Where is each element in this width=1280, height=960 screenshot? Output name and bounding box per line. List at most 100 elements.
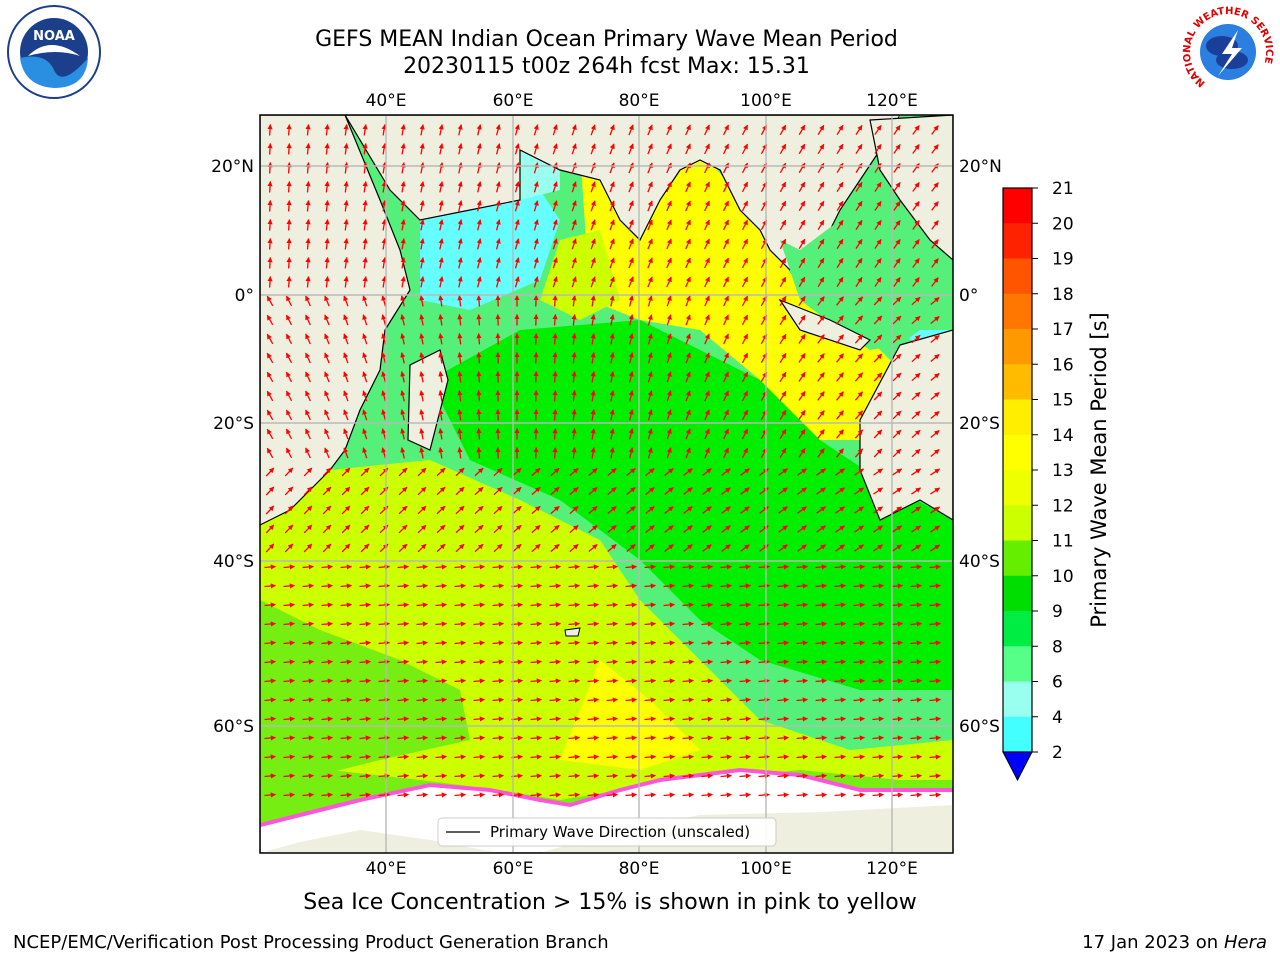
wave-arrow xyxy=(533,124,539,136)
wave-arrow xyxy=(590,257,596,269)
wave-arrow xyxy=(666,276,672,288)
wave-arrow xyxy=(416,640,428,646)
colorbar-block xyxy=(1003,434,1032,471)
wave-arrow xyxy=(741,371,749,383)
wave-arrow xyxy=(571,295,577,307)
wave-arrow xyxy=(285,314,293,326)
wave-arrow xyxy=(324,371,330,383)
wave-arrow xyxy=(666,257,672,269)
wave-arrow xyxy=(873,525,883,533)
wave-arrow xyxy=(609,143,615,155)
colorbar-block xyxy=(1003,611,1032,647)
wave-arrow xyxy=(549,602,561,608)
wave-arrow xyxy=(400,219,406,231)
wave-arrow xyxy=(683,468,693,476)
wave-arrow xyxy=(400,257,406,269)
wave-arrow xyxy=(495,181,501,193)
wave-arrow xyxy=(438,314,444,326)
wave-arrow xyxy=(264,640,276,646)
wave-arrow xyxy=(606,602,618,608)
lon-label: 60°E xyxy=(493,859,534,879)
wave-arrow xyxy=(321,640,333,646)
wave-arrow xyxy=(723,333,729,345)
wave-arrow xyxy=(855,219,863,230)
wave-arrow xyxy=(552,200,558,212)
wave-arrow xyxy=(285,295,293,307)
wave-arrow xyxy=(720,640,732,646)
wave-arrow xyxy=(400,409,406,421)
lon-label: 100°E xyxy=(740,91,792,111)
wave-arrow xyxy=(834,583,846,589)
wave-arrow xyxy=(626,544,636,552)
wave-arrow xyxy=(473,659,485,665)
wave-arrow xyxy=(910,659,922,665)
wave-arrow xyxy=(533,219,539,231)
wave-arrow xyxy=(872,564,884,570)
nws-logo: NATIONAL WEATHER SERVICE xyxy=(1182,6,1274,98)
wave-arrow xyxy=(264,678,276,684)
wave-arrow xyxy=(644,564,656,570)
wave-arrow xyxy=(893,258,901,268)
wave-arrow xyxy=(381,124,387,136)
wave-arrow xyxy=(685,352,691,364)
colorbar-tick-label: 19 xyxy=(1052,250,1074,270)
colorbar-tick-label: 10 xyxy=(1052,567,1074,587)
wave-arrow xyxy=(455,486,465,496)
colorbar-block xyxy=(1003,681,1032,718)
wave-arrow xyxy=(530,640,542,646)
wave-arrow xyxy=(571,333,577,345)
wave-arrow xyxy=(588,543,598,553)
wave-arrow xyxy=(722,143,730,155)
wave-arrow xyxy=(571,162,577,174)
wave-arrow xyxy=(777,583,789,589)
wave-arrow xyxy=(571,276,577,288)
wave-arrow xyxy=(495,200,501,212)
wave-arrow xyxy=(816,487,826,495)
wave-arrow xyxy=(931,125,939,135)
wave-arrow xyxy=(417,467,427,477)
wave-arrow xyxy=(666,371,672,383)
wave-arrow xyxy=(874,125,882,135)
wave-arrow xyxy=(778,544,788,552)
wave-arrow xyxy=(340,640,352,646)
wave-arrow xyxy=(663,564,675,570)
wave-arrow xyxy=(759,487,769,495)
wave-arrow xyxy=(590,143,596,155)
wave-arrow xyxy=(685,276,691,288)
wave-arrow xyxy=(683,506,693,514)
wave-arrow xyxy=(647,143,653,155)
wave-arrow xyxy=(476,276,482,288)
wave-arrow xyxy=(514,257,520,269)
wave-arrow xyxy=(741,428,749,440)
wave-arrow xyxy=(568,621,580,627)
wave-arrow xyxy=(359,583,371,589)
wave-arrow xyxy=(284,543,294,553)
wave-arrow xyxy=(647,295,653,307)
wave-arrow xyxy=(552,238,558,250)
wave-arrow xyxy=(647,257,653,269)
lon-label: 80°E xyxy=(619,859,660,879)
wave-arrow xyxy=(590,124,596,136)
wave-arrow xyxy=(798,315,806,325)
wave-arrow xyxy=(381,276,387,288)
wave-arrow xyxy=(473,564,485,570)
wave-arrow xyxy=(910,602,922,608)
wave-arrow xyxy=(381,314,387,326)
wave-arrow xyxy=(303,486,313,496)
wave-arrow xyxy=(419,371,425,383)
wave-arrow xyxy=(723,447,729,459)
wave-arrow xyxy=(324,143,330,155)
wave-arrow xyxy=(590,409,596,421)
wave-arrow xyxy=(416,602,428,608)
wave-arrow xyxy=(362,295,368,307)
colorbar-label: Primary Wave Mean Period [s] xyxy=(1087,312,1111,628)
wave-arrow xyxy=(381,162,387,174)
wave-arrow xyxy=(779,428,787,440)
wave-arrow xyxy=(473,640,485,646)
wave-arrow xyxy=(834,621,846,627)
wave-arrow xyxy=(571,219,577,231)
wave-arrow xyxy=(324,447,330,459)
wave-arrow xyxy=(457,409,463,421)
wave-arrow xyxy=(495,257,501,269)
wave-arrow xyxy=(779,352,787,364)
